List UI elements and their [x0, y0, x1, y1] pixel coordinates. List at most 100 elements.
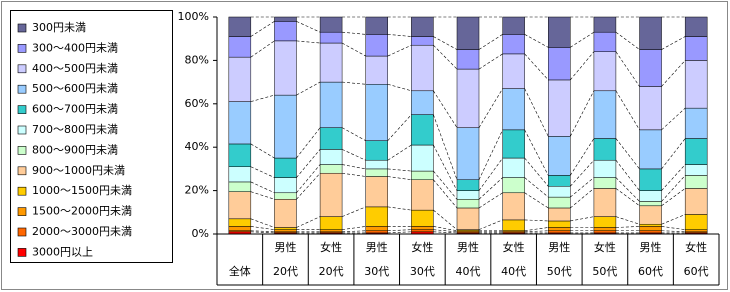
bar-segment — [274, 177, 297, 194]
bar-segment — [319, 42, 343, 83]
bar-segment — [228, 166, 252, 183]
connector-line — [250, 230, 275, 233]
bar-segment — [593, 177, 617, 189]
bar-segment — [365, 206, 388, 227]
bar-segment — [502, 88, 525, 131]
connector-line — [341, 149, 366, 161]
legend-swatch — [17, 23, 27, 33]
connector-line — [296, 40, 321, 44]
connector-line — [250, 231, 275, 234]
connector-line — [433, 90, 458, 128]
x-tick-label: 女性 — [411, 240, 433, 254]
x-tick-label: 全体 — [229, 264, 251, 278]
connector-line — [342, 164, 366, 170]
connector-line — [296, 21, 321, 33]
connector-line — [570, 51, 595, 81]
x-tick-label: 40代 — [456, 265, 481, 278]
legend-label: 500～600円未満 — [32, 82, 118, 95]
connector-line — [250, 218, 275, 228]
connector-line — [661, 230, 686, 233]
legend-swatch — [17, 166, 27, 176]
bar-segment — [365, 55, 388, 85]
bar-segment — [365, 16, 388, 35]
connector-line — [387, 44, 412, 57]
connector-line — [661, 107, 686, 131]
connector-line — [250, 191, 275, 200]
bar-segment — [411, 114, 434, 146]
bar-segment — [593, 90, 617, 139]
connector-line — [250, 94, 275, 102]
bar-segment — [639, 201, 662, 207]
bar-segment — [228, 56, 252, 102]
bar-segment — [411, 90, 434, 115]
connector-line — [387, 83, 412, 92]
connector-line — [615, 160, 640, 191]
bar-segment — [365, 226, 388, 231]
connector-line — [661, 214, 686, 225]
bar-segment — [593, 31, 617, 52]
bar-segment — [639, 129, 662, 170]
bar-segment — [639, 168, 662, 191]
bar-segment — [684, 229, 708, 233]
bar-segment — [548, 196, 571, 209]
bar-segment — [639, 223, 662, 227]
bar-segment — [319, 216, 343, 230]
connector-line — [296, 127, 321, 159]
bar-segment — [548, 16, 571, 48]
bar-segment — [548, 207, 571, 222]
y-tick-label: 60% — [185, 97, 209, 110]
connector-line — [341, 206, 366, 217]
legend-label: 600～700円未満 — [32, 103, 118, 116]
x-tick-label: 女性 — [320, 240, 342, 254]
x-tick-label: 男性 — [274, 240, 296, 254]
connector-line — [433, 226, 458, 232]
connector-line — [341, 42, 366, 57]
bar-segment — [319, 81, 343, 128]
connector-line — [615, 138, 640, 170]
bar-segment — [548, 47, 571, 81]
bar-segment — [456, 199, 480, 209]
bar-segment — [548, 220, 571, 228]
bar-segment — [456, 179, 480, 191]
connector-line — [524, 230, 549, 233]
legend-box — [10, 10, 173, 263]
bar-segment — [228, 16, 252, 37]
bar-segment — [319, 164, 343, 174]
bar-segment — [274, 192, 297, 200]
y-tick-label: 100% — [178, 10, 209, 23]
bar-segment — [502, 219, 525, 231]
bar-segment — [274, 157, 297, 178]
connector-line — [296, 216, 321, 228]
bar-segment — [274, 199, 297, 228]
connector-line — [433, 144, 458, 191]
bar-segment — [502, 34, 525, 55]
bar-segment — [548, 186, 571, 198]
connector-line — [524, 157, 549, 187]
bar-segment — [593, 230, 617, 234]
connector-line — [478, 157, 503, 191]
bar-segment — [365, 159, 388, 170]
connector-line — [478, 219, 503, 230]
bar-segment — [593, 188, 617, 217]
connector-line — [250, 181, 275, 194]
bar-segment — [548, 175, 571, 187]
legend-label: 300～400円未満 — [32, 41, 118, 54]
connector-line — [296, 164, 321, 193]
bar-segment — [593, 51, 617, 92]
connector-line — [661, 175, 686, 202]
connector-line — [296, 81, 321, 96]
bar-segment — [228, 36, 252, 58]
legend-label: 900～1000円未満 — [32, 164, 125, 177]
bar-segment — [411, 209, 434, 227]
connector-line — [661, 60, 686, 87]
legend-swatch — [17, 64, 27, 74]
legend-swatch — [17, 44, 27, 53]
x-tick-label: 50代 — [547, 265, 572, 278]
bar-segment — [228, 181, 252, 192]
connector-line — [570, 160, 595, 187]
x-tick-label: 50代 — [592, 265, 617, 278]
bar-segment — [365, 168, 388, 177]
x-tick-label: 男性 — [457, 240, 479, 254]
connector-line — [250, 166, 275, 178]
